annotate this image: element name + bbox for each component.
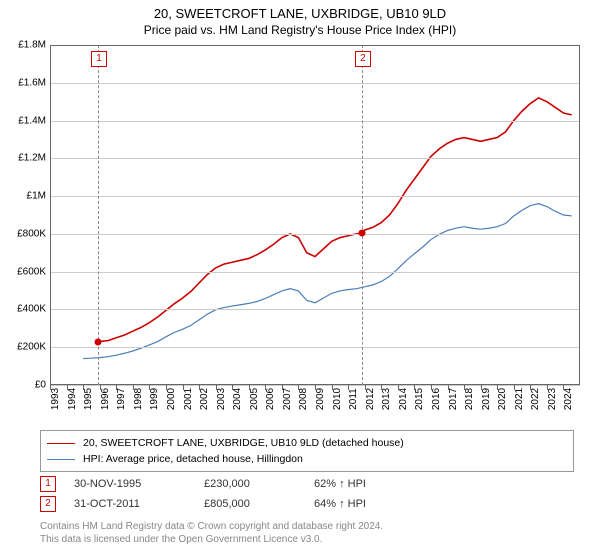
y-tick-label: £400K	[17, 304, 46, 315]
axis-border	[579, 45, 580, 385]
sales-row: 2 31-OCT-2011 £805,000 64% ↑ HPI	[40, 494, 464, 514]
arrow-up-icon: ↑	[336, 498, 348, 510]
chart-plot-area: £0£200K£400K£600K£800K£1M£1.2M£1.4M£1.6M…	[50, 45, 580, 385]
y-gridline	[50, 347, 580, 348]
legend-row: 20, SWEETCROFT LANE, UXBRIDGE, UB10 9LD …	[47, 435, 567, 451]
sale-relative: 64% ↑ HPI	[314, 498, 464, 510]
y-gridline	[50, 272, 580, 273]
y-tick-label: £200K	[17, 342, 46, 353]
sale-price: £230,000	[204, 478, 314, 490]
x-tick-label: 1999	[149, 388, 160, 410]
y-tick-label: £1.8M	[18, 40, 46, 51]
legend-label: HPI: Average price, detached house, Hill…	[83, 453, 303, 465]
legend-label: 20, SWEETCROFT LANE, UXBRIDGE, UB10 9LD …	[83, 437, 404, 449]
y-gridline	[50, 234, 580, 235]
y-tick-label: £1.2M	[18, 153, 46, 164]
sale-point	[358, 229, 365, 236]
series-line	[83, 204, 572, 359]
x-tick-label: 2024	[563, 388, 574, 410]
x-tick-label: 2004	[232, 388, 243, 410]
x-tick-label: 2002	[199, 388, 210, 410]
sale-vline	[362, 45, 363, 385]
x-tick-label: 2016	[431, 388, 442, 410]
x-tick-label: 2003	[216, 388, 227, 410]
sale-date: 30-NOV-1995	[74, 478, 204, 490]
y-gridline	[50, 158, 580, 159]
x-tick-label: 2007	[282, 388, 293, 410]
footer: Contains HM Land Registry data © Crown c…	[40, 520, 383, 546]
y-tick-label: £800K	[17, 228, 46, 239]
axis-border	[50, 45, 580, 46]
x-tick-label: 2006	[265, 388, 276, 410]
x-tick-label: 1995	[83, 388, 94, 410]
axis-border	[50, 384, 580, 385]
sale-marker-box: 2	[355, 51, 371, 67]
x-tick-label: 2010	[332, 388, 343, 410]
x-tick-label: 2001	[183, 388, 194, 410]
legend-swatch	[47, 443, 75, 444]
x-tick-label: 1998	[133, 388, 144, 410]
sale-point	[95, 338, 102, 345]
x-tick-label: 2011	[348, 388, 359, 410]
x-tick-label: 2014	[398, 388, 409, 410]
x-tick-label: 2019	[481, 388, 492, 410]
x-tick-label: 2005	[249, 388, 260, 410]
sale-price: £805,000	[204, 498, 314, 510]
sale-relative: 62% ↑ HPI	[314, 478, 464, 490]
title-line1: 20, SWEETCROFT LANE, UXBRIDGE, UB10 9LD	[0, 6, 600, 21]
x-tick-label: 2020	[497, 388, 508, 410]
sale-date: 31-OCT-2011	[74, 498, 204, 510]
x-tick-label: 1996	[100, 388, 111, 410]
sales-row: 1 30-NOV-1995 £230,000 62% ↑ HPI	[40, 474, 464, 494]
x-tick-label: 2009	[315, 388, 326, 410]
x-tick-label: 2000	[166, 388, 177, 410]
series-line	[98, 98, 572, 342]
y-tick-label: £1M	[27, 191, 46, 202]
y-gridline	[50, 196, 580, 197]
y-tick-label: £0	[35, 380, 46, 391]
sale-marker-box: 1	[91, 51, 107, 67]
legend: 20, SWEETCROFT LANE, UXBRIDGE, UB10 9LD …	[40, 430, 574, 472]
legend-row: HPI: Average price, detached house, Hill…	[47, 451, 567, 467]
x-tick-label: 2023	[547, 388, 558, 410]
x-tick-label: 2018	[464, 388, 475, 410]
footer-line1: Contains HM Land Registry data © Crown c…	[40, 520, 383, 533]
y-tick-label: £1.4M	[18, 115, 46, 126]
x-tick-label: 2013	[381, 388, 392, 410]
x-tick-label: 2021	[514, 388, 525, 410]
x-tick-label: 1994	[67, 388, 78, 410]
arrow-up-icon: ↑	[336, 478, 348, 490]
chart-title-block: 20, SWEETCROFT LANE, UXBRIDGE, UB10 9LD …	[0, 0, 600, 37]
y-gridline	[50, 309, 580, 310]
sale-marker-box: 2	[40, 496, 56, 512]
sales-table: 1 30-NOV-1995 £230,000 62% ↑ HPI 2 31-OC…	[40, 474, 464, 514]
x-tick-label: 2008	[298, 388, 309, 410]
axis-border	[50, 45, 51, 385]
y-gridline	[50, 83, 580, 84]
x-tick-label: 2012	[365, 388, 376, 410]
sale-marker-box: 1	[40, 476, 56, 492]
x-tick-label: 1993	[50, 388, 61, 410]
x-tick-label: 2022	[530, 388, 541, 410]
chart-lines-svg	[50, 45, 580, 385]
x-tick-label: 1997	[116, 388, 127, 410]
y-gridline	[50, 121, 580, 122]
x-tick-label: 2017	[448, 388, 459, 410]
footer-line2: This data is licensed under the Open Gov…	[40, 533, 383, 546]
sale-vline	[98, 45, 99, 385]
x-tick-label: 2015	[414, 388, 425, 410]
y-tick-label: £1.6M	[18, 77, 46, 88]
y-tick-label: £600K	[17, 266, 46, 277]
legend-swatch	[47, 459, 75, 460]
title-line2: Price paid vs. HM Land Registry's House …	[0, 23, 600, 37]
